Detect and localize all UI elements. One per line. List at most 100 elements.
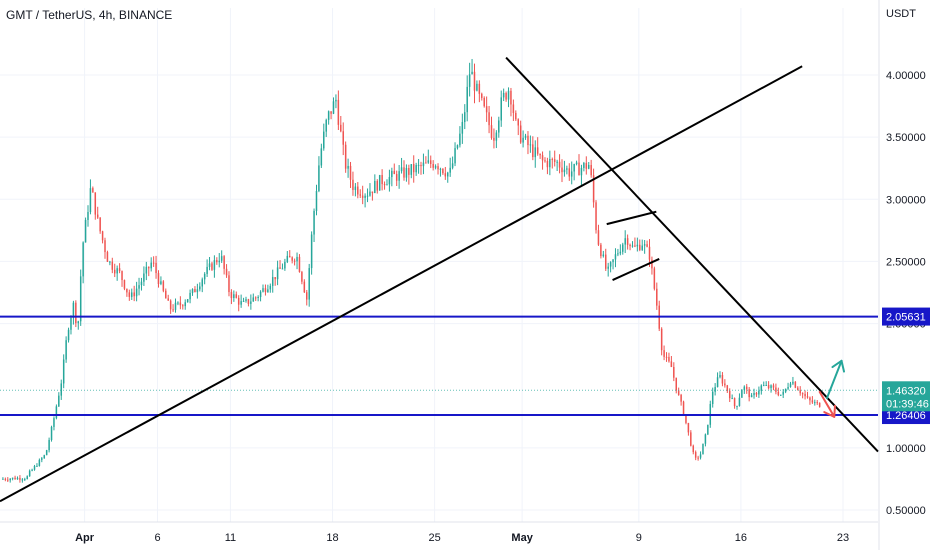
candle-body <box>561 167 563 173</box>
candle-body <box>16 477 19 480</box>
candle-body <box>79 276 82 322</box>
candle-body <box>797 387 799 391</box>
candle-body <box>634 245 636 247</box>
candle-body <box>617 253 619 255</box>
candle-body <box>636 244 639 247</box>
candle-body <box>201 279 203 287</box>
candle-body <box>412 164 415 173</box>
candle-body <box>777 391 780 396</box>
candle-body <box>269 285 272 290</box>
x-tick-label: 9 <box>636 532 642 544</box>
candle-body <box>675 377 677 391</box>
candle-body <box>444 173 447 177</box>
candle-body <box>811 400 814 403</box>
x-tick-label: 25 <box>428 532 440 544</box>
candle-body <box>553 159 556 162</box>
candle-body <box>11 477 14 479</box>
candle-body <box>527 135 529 146</box>
candle-body <box>21 479 24 481</box>
candle-body <box>609 262 612 267</box>
candle-body <box>157 273 160 285</box>
candle-body <box>755 392 758 395</box>
candle-body <box>692 445 695 453</box>
y-tick-label: 3.00000 <box>886 194 926 206</box>
candle-body <box>461 122 464 134</box>
candle-body <box>481 93 483 98</box>
candle-body <box>75 302 77 324</box>
candle-body <box>563 169 566 173</box>
candle-body <box>510 90 512 105</box>
candle-body <box>626 238 629 245</box>
y-tick-label: 3.50000 <box>886 132 926 144</box>
candle-body <box>347 165 349 169</box>
candle-body <box>148 266 150 269</box>
candle-body <box>753 392 755 396</box>
candle-body <box>31 469 33 471</box>
candle-body <box>483 97 485 107</box>
candle-body <box>106 252 109 262</box>
candle-body <box>364 195 366 198</box>
candle-body <box>67 329 70 341</box>
candle-body <box>546 160 549 168</box>
candle-body <box>417 164 420 166</box>
candle-body <box>558 161 561 168</box>
y-tick-label: 0.50000 <box>886 505 926 517</box>
candle-body <box>366 195 369 197</box>
candle-body <box>767 384 770 389</box>
candle-body <box>87 212 89 220</box>
candle-body <box>451 163 454 168</box>
candle-body <box>250 301 252 304</box>
candle-body <box>427 160 430 163</box>
candle-body <box>442 168 444 174</box>
candle-body <box>697 457 699 459</box>
candle-body <box>515 112 517 120</box>
symbol-title: GMT / TetherUS, 4h, BINANCE <box>6 8 173 22</box>
candle-body <box>724 383 726 386</box>
candle-body <box>743 386 746 391</box>
candle-body <box>267 289 269 293</box>
flag-upper-line <box>606 210 657 226</box>
candle-body <box>765 384 767 386</box>
candle-body <box>556 161 558 163</box>
candle-body <box>337 99 340 125</box>
candle-body <box>726 385 729 392</box>
drawings[interactable] <box>0 56 879 503</box>
candle-body <box>415 165 417 173</box>
candle-body <box>113 269 116 274</box>
candle-body <box>279 267 281 269</box>
candle-body <box>96 214 99 218</box>
candle-body <box>517 119 519 126</box>
candle-body <box>135 288 138 297</box>
candle-body <box>816 402 818 404</box>
breakout-up-arrow-shaft <box>825 359 843 400</box>
candle-body <box>92 188 94 193</box>
candle-body <box>189 292 191 300</box>
candle-body <box>306 292 308 300</box>
candle-body <box>150 262 152 269</box>
candle-body <box>41 458 43 460</box>
candle-body <box>410 164 413 175</box>
candle-body <box>532 144 534 158</box>
horizontal-levels[interactable] <box>0 315 878 417</box>
candle-body <box>70 317 72 330</box>
candle-body <box>639 244 641 250</box>
candle-body <box>252 297 255 302</box>
candle-body <box>391 170 393 178</box>
candle-body <box>342 131 344 145</box>
candle-body <box>223 256 225 269</box>
candle-body <box>614 254 617 260</box>
candle-body <box>179 302 182 306</box>
candle-body <box>286 255 289 262</box>
resistance-label: 2.05631 <box>886 312 926 324</box>
candle-body <box>240 301 242 305</box>
candle-body <box>325 119 327 132</box>
candle-body <box>646 244 648 247</box>
candle-body <box>597 230 600 245</box>
candle-body <box>719 374 721 378</box>
candle-body <box>359 194 361 196</box>
candle-body <box>507 90 510 100</box>
candle-body <box>199 286 201 290</box>
support-label: 1.26406 <box>886 410 926 422</box>
